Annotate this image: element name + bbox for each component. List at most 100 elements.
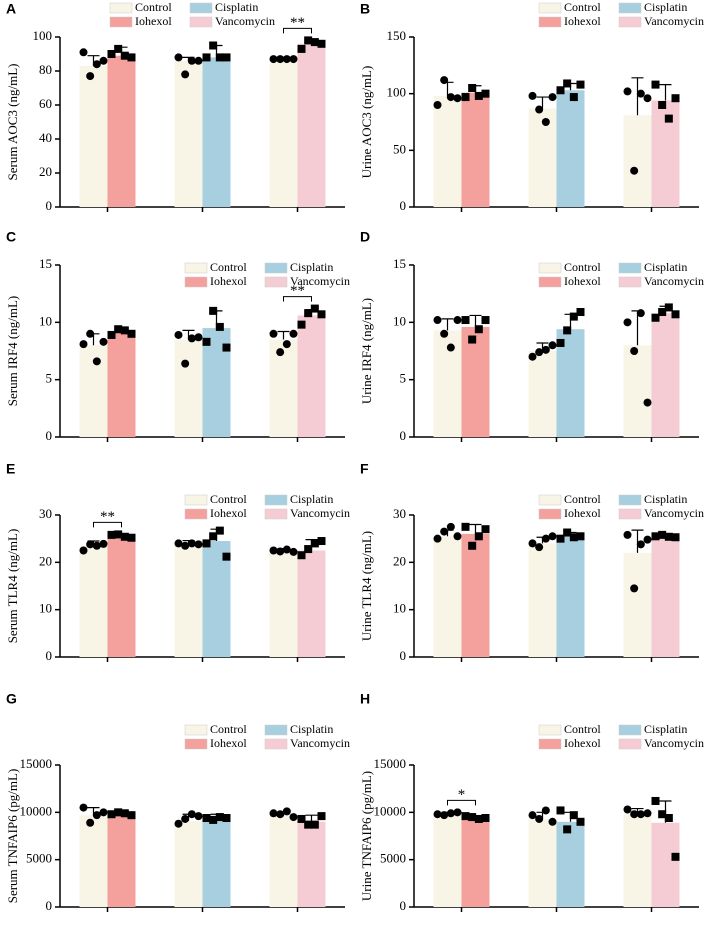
data-point [107,530,116,539]
data-point [548,93,557,102]
data-point [269,809,278,818]
data-point [120,51,129,60]
legend-swatch [538,2,562,14]
data-point [658,530,667,539]
y-tick-label: 30 [39,506,52,521]
data-point [120,532,129,541]
legend-swatch [264,276,288,288]
y-tick-label: 0 [400,428,407,443]
data-point [461,812,470,821]
data-point [174,539,183,548]
bar [107,331,136,437]
legend-swatch [184,262,208,274]
data-point [576,80,585,89]
data-point [276,55,285,64]
data-point [474,325,483,334]
data-point [86,540,95,549]
data-point [276,547,285,556]
y-tick-label: 100 [387,85,407,100]
legend-label: Control [210,722,247,736]
data-point [535,105,544,114]
data-point [446,522,455,531]
legend-swatch [618,2,642,14]
bar [79,815,108,907]
data-point [86,329,95,338]
data-point [310,820,319,829]
data-point [623,318,632,327]
data-point [446,343,455,352]
y-tick-label: 10 [39,601,52,616]
data-point [194,56,203,65]
data-point [535,348,544,357]
legend-label: Iohexol [564,274,601,288]
legend-swatch [109,16,133,28]
data-point [671,94,680,103]
data-point [474,814,483,823]
data-point [317,812,326,821]
legend-label: Cisplatin [290,492,333,506]
data-point [651,313,660,322]
data-point [222,814,231,823]
panel-label: B [360,1,370,17]
data-point [114,44,123,53]
y-tick-label: 0 [46,198,53,213]
bar [297,821,326,907]
data-point [664,114,673,123]
bar [528,818,557,907]
data-point [120,326,129,335]
error-bar [277,330,290,340]
significance-bracket [283,27,312,34]
data-point [202,814,211,823]
y-tick-label: 10 [393,313,406,328]
data-point [468,84,477,92]
data-point [556,534,565,543]
data-point [658,810,667,819]
data-point [658,101,667,109]
error-bar [631,529,644,553]
data-point [440,527,449,536]
legend-swatch [538,738,562,750]
data-point [187,334,196,343]
legend-swatch [264,262,288,274]
data-point [289,329,298,338]
data-point [282,545,291,554]
bar [297,550,326,657]
data-point [181,541,190,550]
legend-swatch [184,508,208,520]
data-point [433,810,442,819]
data-point [79,546,88,555]
legend-label: Cisplatin [644,722,687,736]
data-point [202,539,211,548]
data-point [664,532,673,541]
legend-label: Iohexol [135,14,172,28]
y-tick-label: 5000 [26,851,52,866]
data-point [623,87,632,96]
legend-swatch [618,508,642,520]
y-tick-label: 0 [46,648,53,663]
data-point [541,345,550,354]
data-point [187,810,196,819]
data-point [222,53,231,62]
bar [623,552,652,657]
data-point [174,53,183,62]
legend-label: Cisplatin [644,0,687,14]
legend-label: Iohexol [564,506,601,520]
significance-bracket [93,521,122,528]
data-point [127,811,136,820]
y-tick-label: 60 [39,96,52,111]
data-point [297,44,306,53]
bar [107,814,136,907]
bar [623,115,652,207]
legend-label: Vancomycin [644,506,704,520]
y-tick-label: 0 [46,428,53,443]
data-point [453,808,462,817]
data-point [304,820,313,829]
y-axis-label: Serum AOC3 (ng/mL) [5,64,20,181]
bar [269,339,298,437]
data-point [636,540,645,549]
data-point [481,525,490,534]
y-tick-label: 10000 [20,803,53,818]
data-point [215,813,224,822]
bar [269,59,298,207]
legend-swatch [264,494,288,506]
